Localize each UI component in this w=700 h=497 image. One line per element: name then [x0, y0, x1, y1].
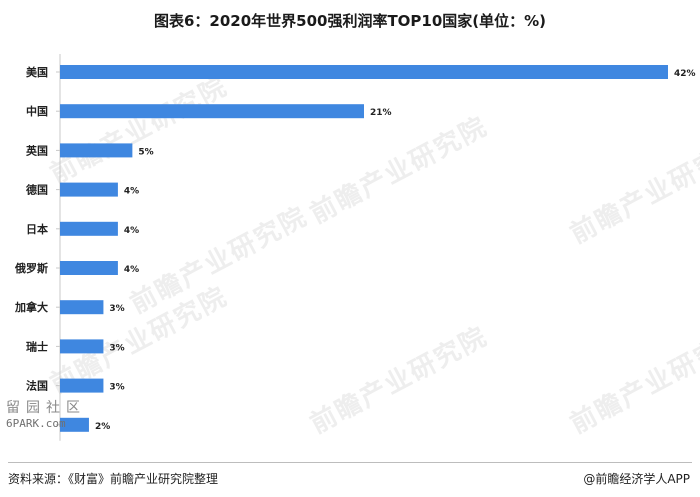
category-label: 美国 [26, 65, 48, 79]
chart-title: 图表6：2020年世界500强利润率TOP10国家(单位：%) [153, 12, 547, 30]
bar [60, 261, 118, 275]
category-label: 德国 [25, 183, 48, 197]
category-label: 日本 [26, 222, 48, 236]
value-label: 4% [124, 226, 139, 236]
bar [60, 143, 133, 158]
source-note: 资料来源：《财富》前瞻产业研究院整理 [8, 472, 219, 486]
bar [60, 182, 118, 197]
bar [60, 300, 104, 315]
bar [60, 65, 668, 79]
category-label: 英国 [25, 143, 48, 157]
value-label: 5% [138, 147, 153, 157]
bar [60, 378, 104, 393]
category-label: 中国 [26, 104, 48, 118]
brand-credit: @前瞻经济学人APP [583, 472, 690, 486]
value-label: 3% [109, 343, 124, 353]
bar [60, 339, 104, 354]
category-label: 法国 [26, 379, 48, 393]
category-label: 俄罗斯 [14, 261, 48, 275]
value-label: 42% [674, 69, 696, 79]
value-label: 3% [109, 304, 124, 314]
value-label: 4% [124, 187, 139, 197]
bar [60, 104, 364, 119]
bar [60, 417, 89, 432]
category-label: 瑞士 [26, 339, 48, 353]
value-label: 21% [370, 108, 392, 118]
bar [60, 221, 118, 236]
footer-divider [8, 462, 692, 463]
value-label: 4% [124, 265, 139, 275]
value-label: 3% [109, 383, 124, 393]
community-watermark-site: 6PARK.com [6, 417, 66, 430]
community-watermark-name: 留园社区 [6, 400, 86, 416]
value-label: 2% [95, 422, 110, 432]
community-watermark: 留园社区 6PARK.com [6, 400, 86, 432]
category-label: 加拿大 [14, 300, 48, 314]
